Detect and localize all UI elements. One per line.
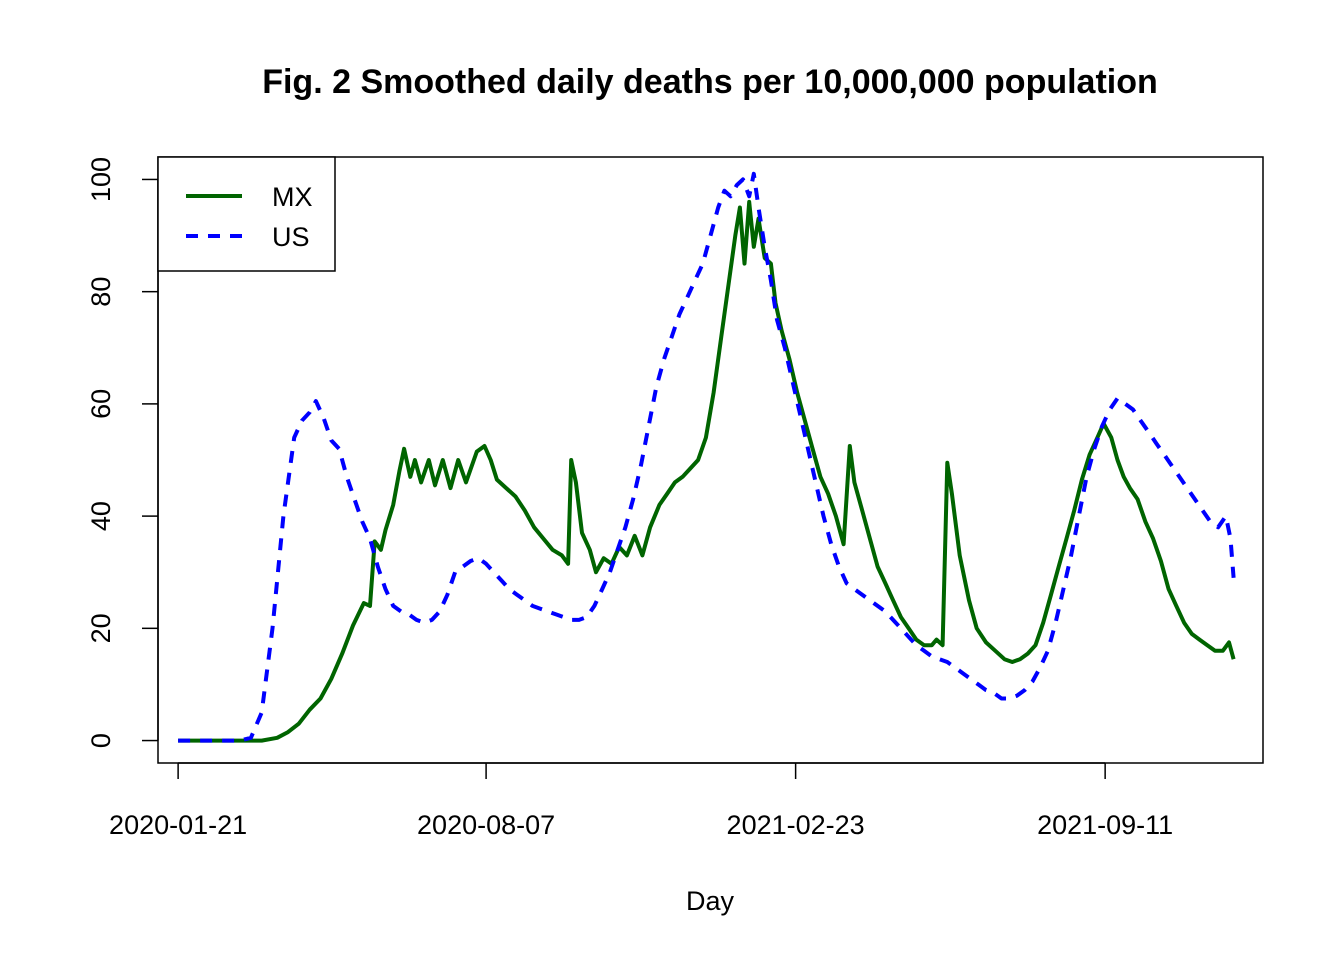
y-tick-label: 80 [86,277,116,307]
y-tick-label: 20 [86,613,116,643]
legend-label-us: US [272,222,310,252]
chart-title: Fig. 2 Smoothed daily deaths per 10,000,… [262,63,1158,101]
x-axis-label: Day [686,886,735,916]
series-layer [178,171,1236,743]
x-tick-label: 2020-01-21 [109,810,247,840]
legend-label-mx: MX [272,182,313,212]
series-line-mx [178,199,1236,743]
y-tick-label: 0 [86,733,116,748]
legend-box [157,156,336,272]
legend: MX US [157,156,336,272]
y-tick-label: 100 [86,157,116,202]
x-axis: 2020-01-21 2020-08-07 2021-02-23 2021-09-11 [109,762,1173,840]
y-tick-label: 60 [86,389,116,419]
x-tick-label: 2020-08-07 [417,810,555,840]
y-tick-label: 40 [86,501,116,531]
y-axis: 0 20 40 60 80 100 [86,157,159,748]
series-line-us [178,171,1236,743]
x-tick-label: 2021-09-11 [1037,810,1173,840]
x-tick-label: 2021-02-23 [727,810,865,840]
